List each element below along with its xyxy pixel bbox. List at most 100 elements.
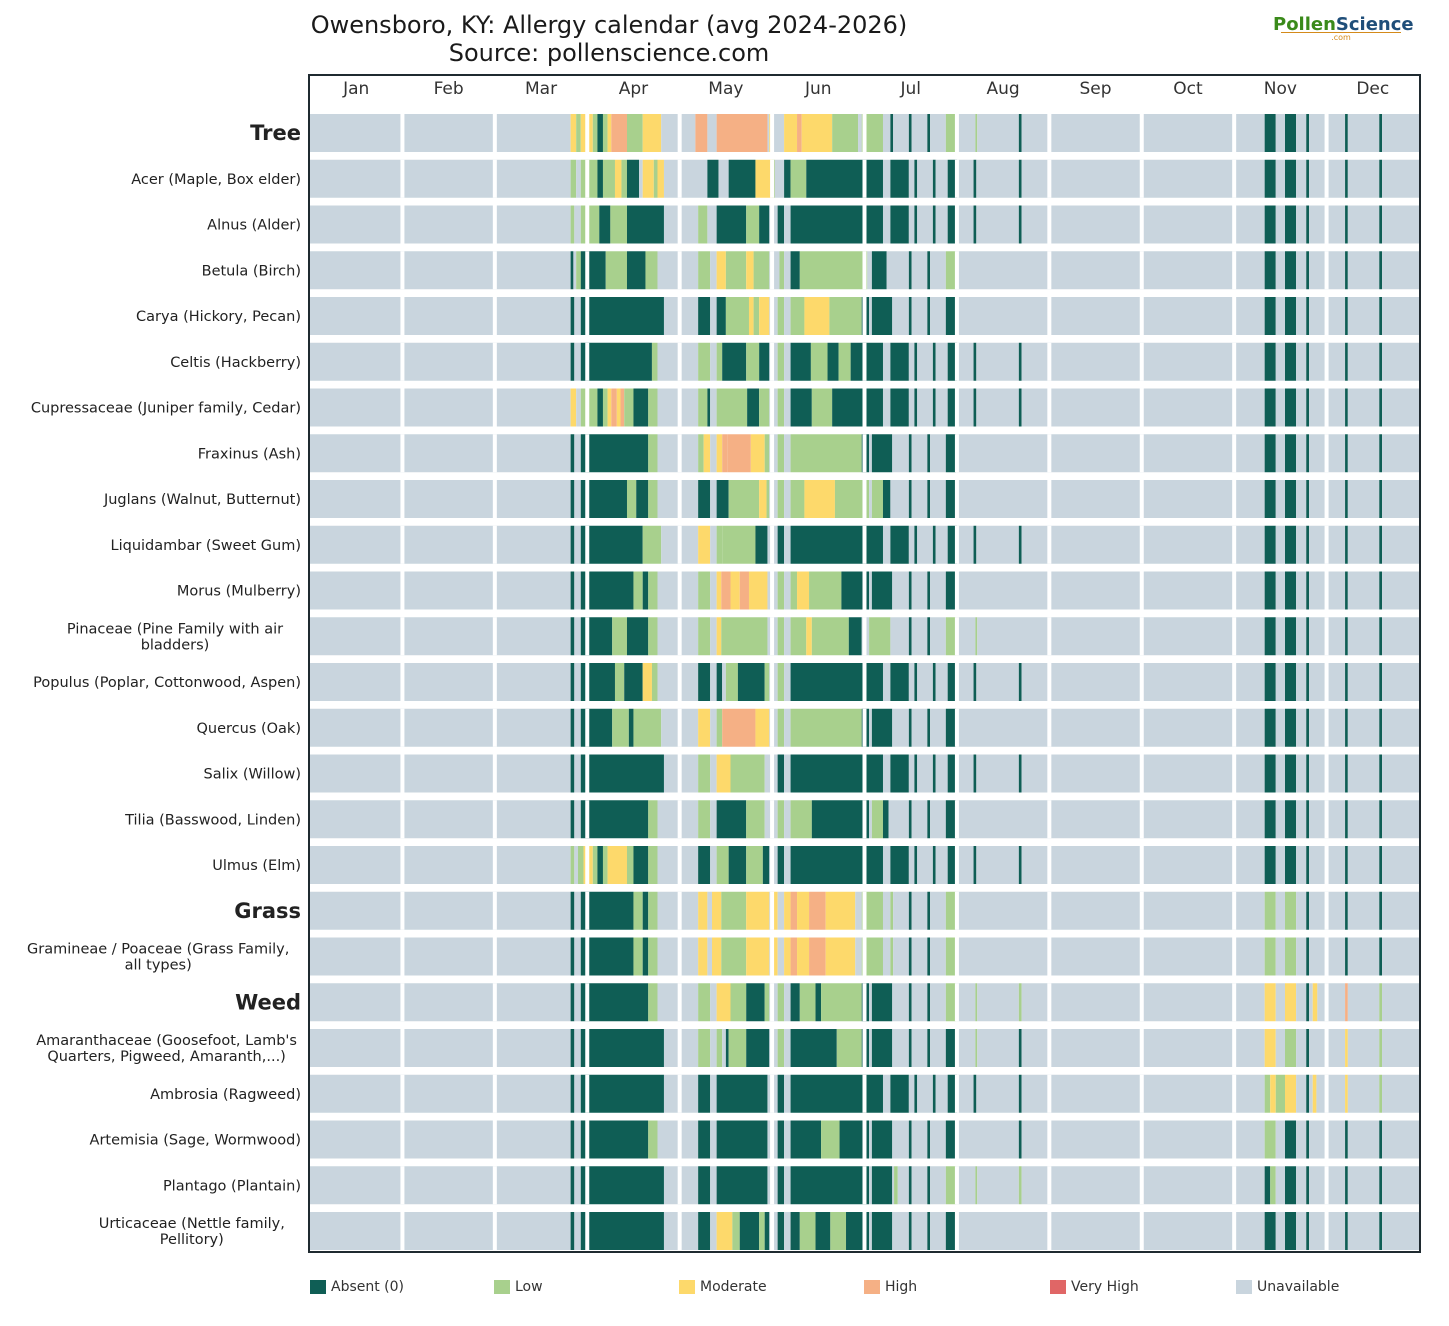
heat-cell (911, 571, 928, 610)
heat-cell (1018, 1029, 1022, 1067)
heat-cell (716, 434, 723, 473)
heat-cell (1382, 159, 1419, 198)
heat-cell (1345, 159, 1348, 198)
month-gap (770, 205, 775, 244)
month-gap (1139, 1120, 1144, 1159)
heat-cell (935, 388, 948, 427)
heat-cell (1275, 297, 1285, 335)
heat-cell (784, 251, 791, 290)
heat-cell (890, 159, 909, 198)
heat-cell (633, 388, 649, 427)
heat-cell (1296, 434, 1307, 473)
heat-cell (1306, 1029, 1310, 1067)
heat-cell (914, 846, 918, 884)
heat-cell (973, 754, 977, 793)
heat-cell (908, 800, 912, 839)
heat-cell (914, 754, 918, 793)
heat-cell (1347, 891, 1380, 930)
heat-cell (574, 1120, 581, 1159)
heat-cell (892, 708, 909, 747)
heat-cell (1296, 617, 1307, 656)
heat-cell (576, 159, 581, 198)
taxon-label: Fraxinus (Ash) (198, 446, 301, 462)
month-gap (1232, 434, 1237, 473)
heat-cell (1379, 1212, 1383, 1250)
heat-cell (698, 1029, 711, 1067)
heat-cell (1264, 1166, 1271, 1205)
heat-cell (1382, 663, 1419, 701)
month-gap (770, 480, 775, 518)
heat-cell (1285, 114, 1297, 152)
heat-cell (935, 754, 948, 793)
heat-cell (1275, 754, 1285, 793)
heat-cell (871, 571, 893, 610)
heat-cell (707, 388, 711, 427)
month-gap (862, 708, 867, 747)
heat-cell (755, 525, 768, 564)
heat-cell (648, 937, 658, 976)
heat-cell (975, 1029, 978, 1067)
heat-cell (626, 159, 639, 198)
heat-cell (882, 205, 891, 244)
month-gap (862, 1029, 867, 1067)
heat-cell (774, 159, 785, 198)
heat-cell (1347, 846, 1380, 884)
month-gap (954, 937, 959, 976)
heat-cell (955, 480, 1265, 518)
heat-cell (1345, 1029, 1348, 1067)
heat-cell (927, 114, 931, 152)
month-gap (1232, 1120, 1237, 1159)
heat-cell (947, 663, 957, 701)
heat-cell (570, 342, 575, 381)
month-gap (1324, 434, 1329, 473)
heat-cell (728, 1029, 747, 1067)
heat-cell (1264, 937, 1276, 976)
month-gap (1232, 846, 1237, 884)
month-gap (862, 754, 867, 793)
heat-cell (955, 983, 976, 1022)
heat-cell (574, 525, 581, 564)
month-gap (1324, 342, 1329, 381)
heat-cell (716, 846, 729, 884)
heat-cell (755, 708, 770, 747)
month-gap (677, 571, 682, 610)
month-gap (400, 434, 405, 473)
heat-cell (1306, 342, 1310, 381)
heat-cell (764, 983, 770, 1022)
heat-cell (930, 434, 946, 473)
heat-cell (597, 159, 603, 198)
heat-cell (975, 983, 978, 1022)
month-gap (1232, 1029, 1237, 1067)
heat-cell (698, 1120, 711, 1159)
heat-cell (633, 937, 643, 976)
month-gap (1232, 205, 1237, 244)
heat-cell (830, 1212, 847, 1250)
heat-cell (806, 159, 883, 198)
taxon-label: Urticaceae (Nettle family, Pellitory) (99, 1216, 285, 1248)
month-gap (1324, 571, 1329, 610)
heat-cell (1306, 1166, 1310, 1205)
heat-cell (1347, 434, 1380, 473)
heat-cell (1347, 251, 1380, 290)
heat-cell (1296, 1212, 1307, 1250)
heat-cell (1306, 480, 1310, 518)
month-gap (954, 983, 959, 1022)
heat-cell (1264, 891, 1276, 930)
heat-cell (930, 1120, 946, 1159)
taxon-label: Ulmus (Elm) (212, 858, 301, 874)
heat-cell (570, 525, 575, 564)
heat-cell (722, 342, 747, 381)
heat-cell (1345, 480, 1348, 518)
heat-cell (1379, 205, 1383, 244)
heat-cell (1285, 205, 1297, 244)
heat-cell (977, 114, 1019, 152)
heat-cell (1275, 800, 1285, 839)
heat-cell (576, 114, 581, 152)
heat-cell (574, 342, 581, 381)
pollenscience-logo[interactable]: PollenScience .com (1273, 14, 1414, 42)
heat-cell (1382, 800, 1419, 839)
heat-cell (1296, 1120, 1307, 1159)
heat-cell (930, 1212, 946, 1250)
heat-cell (725, 663, 738, 701)
heat-cell (759, 1212, 765, 1250)
